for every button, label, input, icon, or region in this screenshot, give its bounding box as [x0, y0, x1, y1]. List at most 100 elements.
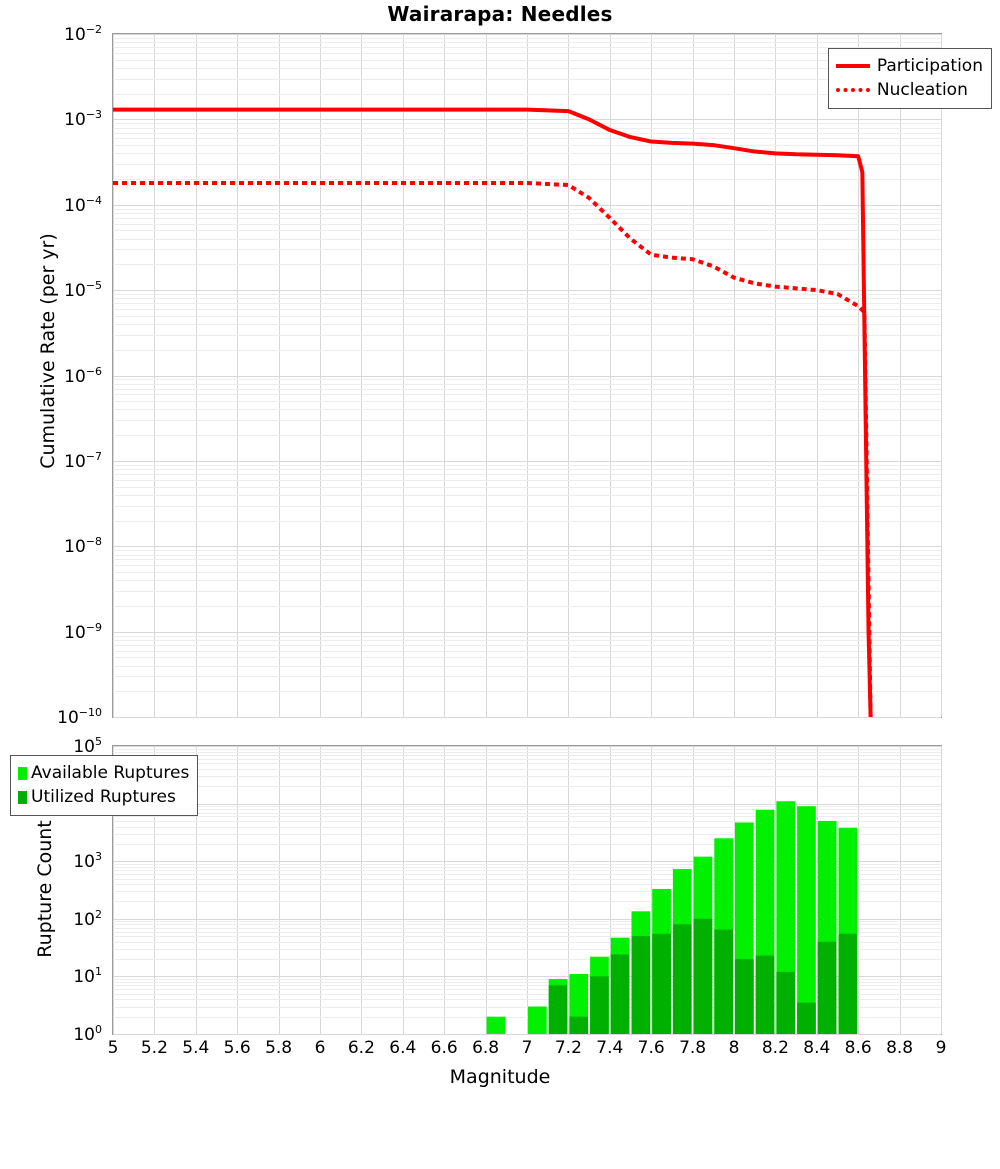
legend-item-nucleation: Nucleation	[835, 78, 983, 102]
y-tick-label: 10−7	[64, 450, 102, 472]
bar-utilized	[735, 959, 754, 1034]
grid-line	[113, 989, 941, 991]
bar-utilized	[838, 933, 858, 1034]
bar-available	[528, 1006, 547, 1034]
grid-line	[775, 746, 777, 1034]
grid-line	[195, 746, 197, 1034]
grid-line	[113, 776, 941, 778]
rupture-legend: Available Ruptures Utilized Ruptures	[10, 755, 199, 816]
grid-line	[113, 394, 941, 396]
grid-line	[113, 833, 941, 835]
grid-line	[113, 494, 941, 496]
grid-line	[320, 746, 321, 1034]
grid-line	[278, 746, 280, 1034]
grid-line	[113, 59, 941, 61]
grid-line	[113, 901, 941, 903]
grid-line	[651, 746, 653, 1034]
grid-line	[113, 217, 941, 219]
x-tick-label: 6.6	[430, 1038, 458, 1058]
grid-line	[113, 635, 941, 637]
x-tick-label: 6.8	[472, 1038, 500, 1058]
curve-participation	[113, 107, 873, 718]
grid-line	[113, 924, 941, 926]
y-tick-label: 103	[73, 850, 102, 873]
grid-line	[113, 691, 941, 693]
rupture-count-plot	[112, 745, 942, 1035]
grid-line	[113, 976, 941, 978]
grid-line	[113, 153, 941, 155]
grid-line	[113, 123, 941, 125]
grid-line	[444, 746, 446, 1034]
grid-line	[113, 861, 941, 863]
grid-line	[113, 379, 941, 381]
dotted-line-icon	[835, 88, 870, 92]
grid-line	[113, 806, 941, 808]
grid-line	[113, 42, 941, 44]
x-tick-label: 7.8	[679, 1038, 707, 1058]
rate-legend: Participation Nucleation	[827, 48, 992, 109]
x-tick-label: 6	[314, 1038, 326, 1058]
legend-label-available: Available Ruptures	[31, 763, 190, 783]
grid-line	[113, 605, 941, 607]
grid-line	[113, 676, 941, 678]
x-tick-label: 7.2	[554, 1038, 582, 1058]
grid-line	[113, 213, 941, 215]
grid-line	[113, 820, 941, 822]
grid-line	[113, 469, 941, 471]
y-tick-label: 10−2	[64, 23, 102, 45]
grid-line	[113, 303, 941, 305]
grid-line	[113, 375, 941, 377]
x-tick-label: 5.4	[182, 1038, 210, 1058]
grid-line	[113, 164, 941, 166]
grid-line	[113, 717, 941, 718]
grid-line	[113, 479, 941, 481]
y-axis-title-top: Cumulative Rate (per yr)	[37, 233, 59, 469]
grid-line	[113, 460, 941, 462]
bar-utilized	[631, 936, 651, 1034]
x-tick-label: 7	[521, 1038, 533, 1058]
y-tick-label: 105	[73, 735, 102, 757]
y-tick-label: 102	[73, 907, 102, 930]
grid-line	[113, 264, 941, 266]
bar-utilized	[672, 924, 692, 1034]
grid-line	[113, 812, 941, 814]
grid-line	[113, 873, 941, 875]
grid-line	[113, 67, 941, 69]
y-tick-label: 10−8	[64, 535, 102, 558]
x-tick-label: 8.6	[844, 1038, 872, 1058]
y-tick-label: 10−9	[64, 620, 102, 643]
x-tick-label: 8.8	[886, 1038, 914, 1058]
page-title: Wairarapa: Needles	[387, 2, 613, 26]
x-tick-label: 7.6	[637, 1038, 665, 1058]
legend-item-available: Available Ruptures	[18, 761, 189, 785]
grid-line	[734, 746, 735, 1034]
grid-line	[113, 754, 941, 756]
grid-line	[113, 999, 941, 1001]
grid-line	[113, 520, 941, 522]
grid-line	[113, 230, 941, 232]
grid-line	[113, 639, 941, 641]
grid-line	[113, 816, 941, 818]
x-tick-label: 8.4	[803, 1038, 831, 1058]
grid-line	[113, 863, 941, 865]
y-tick-label: 10−5	[64, 279, 102, 301]
grid-line	[113, 1034, 941, 1035]
x-tick-label: 6.4	[389, 1038, 417, 1058]
legend-item-participation: Participation	[835, 54, 983, 78]
grid-line	[113, 1006, 941, 1008]
grid-line	[609, 746, 611, 1034]
grid-line	[113, 993, 941, 995]
grid-line	[113, 290, 941, 292]
x-axis-title: Magnitude	[449, 1066, 551, 1088]
grid-line	[113, 590, 941, 592]
y-tick-label: 10−6	[64, 364, 102, 387]
bar-utilized	[797, 1002, 816, 1034]
bar-utilized	[776, 971, 796, 1034]
grid-line	[113, 119, 941, 121]
grid-line	[113, 550, 941, 552]
grid-line	[113, 948, 941, 950]
grid-line	[113, 650, 941, 652]
grid-line	[237, 746, 239, 1034]
x-tick-label: 5.6	[223, 1038, 251, 1058]
grid-line	[113, 138, 941, 140]
